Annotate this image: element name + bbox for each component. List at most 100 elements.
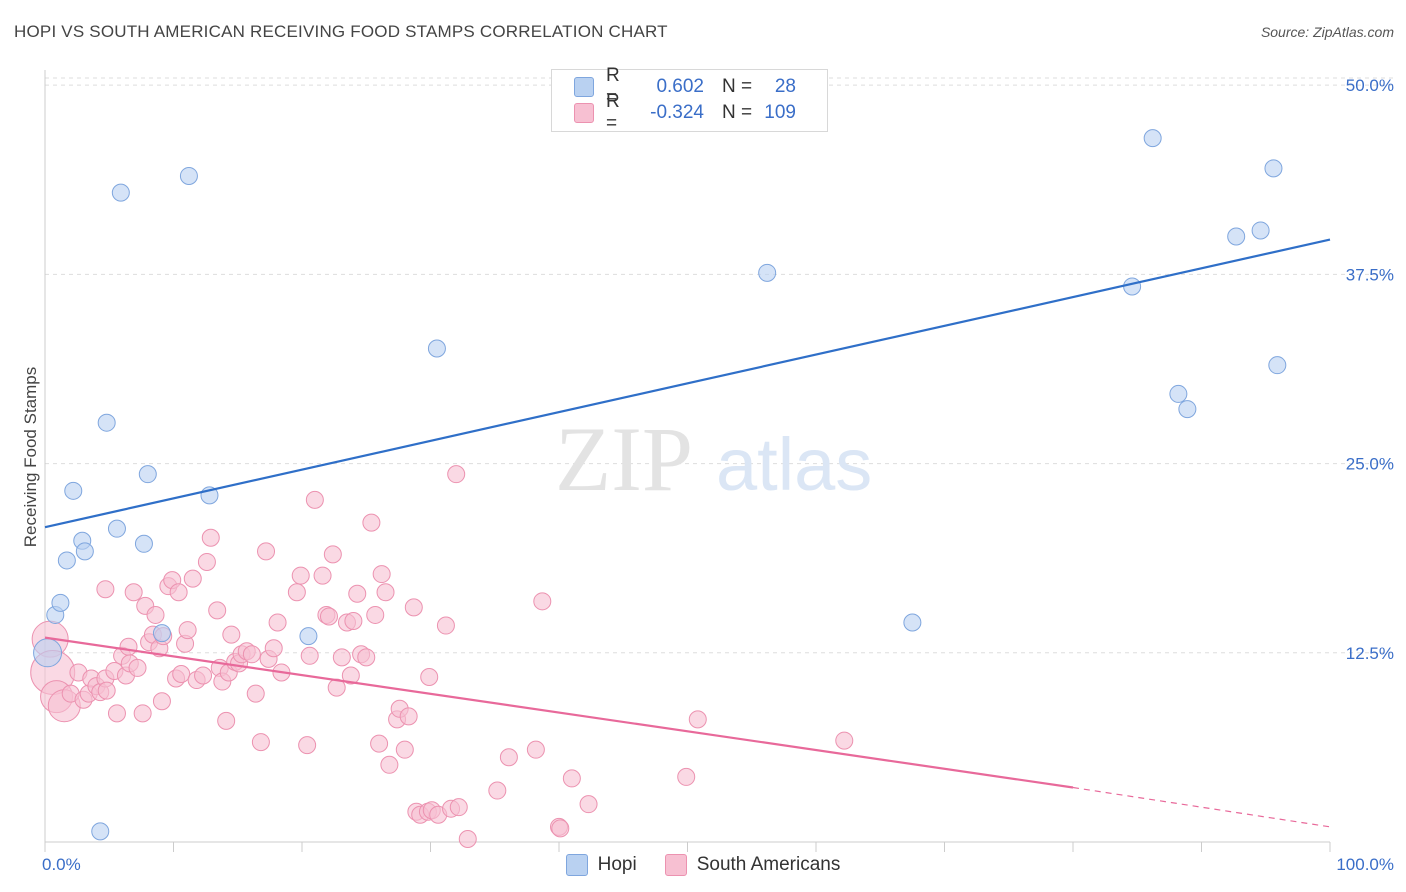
- y-tick-label: 12.5%: [1346, 644, 1394, 663]
- south-americans-point: [183, 569, 202, 588]
- hopi-swatch: [574, 77, 594, 97]
- south-americans-point: [372, 565, 391, 584]
- r-label: R =: [606, 65, 620, 108]
- hopi-point: [1264, 159, 1283, 178]
- axes: [44, 70, 1331, 852]
- south-americans-point: [124, 583, 143, 602]
- source-label: Source: ZipAtlas.com: [1260, 24, 1394, 40]
- south-americans-swatch: [574, 103, 594, 123]
- hopi-points: [33, 129, 1287, 841]
- hopi-point: [179, 166, 198, 185]
- south-americans-point: [300, 646, 319, 665]
- south-americans-point: [399, 707, 418, 726]
- legend-item-south-americans[interactable]: South Americans: [664, 854, 840, 876]
- south-americans-point: [178, 621, 197, 640]
- r-value: -0.324: [650, 102, 704, 123]
- south-americans-point: [319, 607, 338, 626]
- south-americans-point: [362, 513, 381, 532]
- hopi-point: [1169, 384, 1188, 403]
- legend-item-hopi[interactable]: Hopi: [565, 854, 637, 876]
- south-americans-point: [436, 616, 455, 635]
- south-americans-point: [688, 710, 707, 729]
- south-americans-point: [395, 740, 414, 759]
- legend-label-hopi: Hopi: [597, 854, 637, 875]
- n-value: 28: [774, 76, 796, 97]
- hopi-point: [1227, 227, 1246, 246]
- legend-row-hopi: R = 0.602 N = 28: [574, 65, 796, 108]
- south-americans-point: [380, 755, 399, 774]
- south-americans-point: [376, 583, 395, 602]
- south-americans-point: [96, 580, 115, 599]
- south-americans-point: [313, 566, 332, 585]
- hopi-point: [1251, 221, 1270, 240]
- south-americans-points: [30, 465, 854, 848]
- r-label: R =: [606, 91, 620, 134]
- watermark-zip: ZIP: [555, 408, 693, 510]
- south-americans-point: [146, 605, 165, 624]
- south-americans-point: [172, 664, 191, 683]
- south-americans-point: [488, 781, 507, 800]
- south-americans-point: [305, 490, 324, 509]
- south-americans-swatch: [664, 854, 687, 876]
- south-americans-point: [449, 798, 468, 817]
- watermark: ZIP atlas: [555, 408, 872, 510]
- hopi-point: [1178, 400, 1197, 419]
- hopi-point: [111, 183, 130, 202]
- south-americans-point: [499, 748, 518, 767]
- south-americans-point: [152, 692, 171, 711]
- south-americans-point: [197, 552, 216, 571]
- x-tick-label: 100.0%: [1336, 855, 1394, 874]
- south-americans-point: [264, 639, 283, 658]
- south-americans-point: [835, 731, 854, 750]
- hopi-point: [75, 542, 94, 561]
- south-americans-point: [298, 736, 317, 755]
- r-value: 0.602: [656, 76, 704, 97]
- y-tick-label: 37.5%: [1346, 265, 1394, 284]
- south-americans-point: [222, 625, 241, 644]
- hopi-point: [138, 465, 157, 484]
- hopi-point: [152, 624, 171, 643]
- south-americans-point: [257, 542, 276, 561]
- trend-lines: [44, 238, 1331, 828]
- hopi-point: [91, 822, 110, 841]
- grid-lines: [45, 77, 1394, 654]
- south-americans-point: [217, 711, 236, 730]
- series-legend: Hopi South Americans: [0, 852, 1406, 878]
- tick-labels: 12.5% 25.0% 37.5% 50.0% 0.0% 100.0%: [42, 76, 1394, 874]
- south-americans-trend-line: [44, 636, 1074, 789]
- south-americans-point: [344, 611, 363, 630]
- hopi-point: [299, 627, 318, 646]
- hopi-point: [758, 263, 777, 282]
- south-americans-point: [458, 829, 477, 848]
- south-americans-point: [447, 465, 466, 484]
- south-americans-point: [323, 545, 342, 564]
- south-americans-point: [348, 584, 367, 603]
- south-americans-point: [677, 767, 696, 786]
- hopi-point: [57, 551, 76, 570]
- hopi-point: [51, 593, 70, 612]
- hopi-point: [97, 413, 116, 432]
- n-label: N =: [722, 76, 753, 97]
- hopi-point: [64, 481, 83, 500]
- south-americans-trend-extension: [1072, 786, 1331, 828]
- south-americans-point: [251, 733, 270, 752]
- hopi-point: [427, 339, 446, 358]
- south-americans-point: [370, 734, 389, 753]
- south-americans-point: [357, 648, 376, 667]
- south-americans-point: [133, 704, 152, 723]
- hopi-point: [107, 519, 126, 538]
- south-americans-point: [194, 666, 213, 685]
- south-americans-point: [404, 598, 423, 617]
- y-tick-label: 25.0%: [1346, 455, 1394, 474]
- south-americans-point: [526, 740, 545, 759]
- south-americans-point: [242, 645, 261, 664]
- n-value: 109: [764, 102, 796, 123]
- south-americans-point: [97, 681, 116, 700]
- south-americans-point: [579, 795, 598, 814]
- south-americans-point: [107, 704, 126, 723]
- hopi-point: [33, 638, 63, 668]
- south-americans-point: [287, 583, 306, 602]
- south-americans-point: [551, 819, 570, 838]
- south-americans-point: [128, 658, 147, 677]
